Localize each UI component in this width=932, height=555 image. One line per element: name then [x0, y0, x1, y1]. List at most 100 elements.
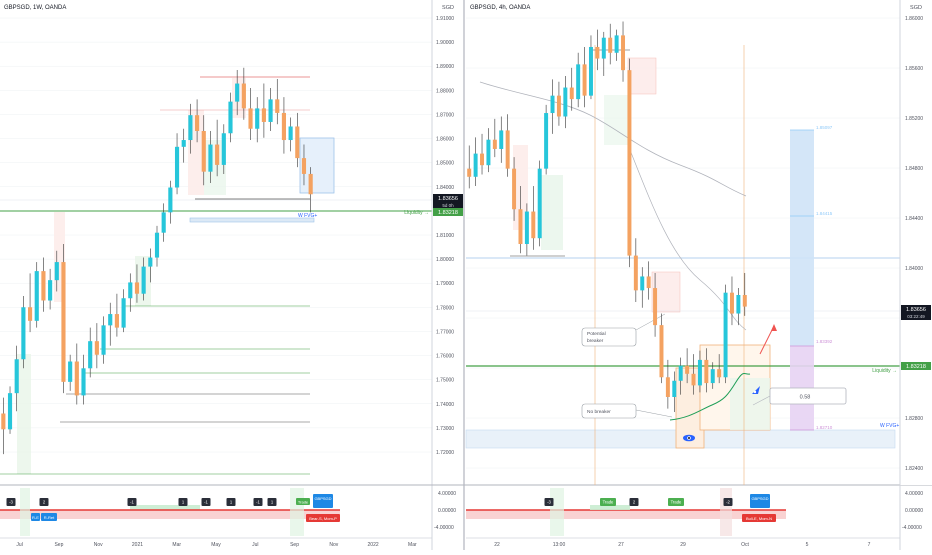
right-current-price-badge — [901, 305, 931, 320]
left-candle — [241, 83, 246, 109]
left-candle — [208, 144, 213, 172]
left-price-tick: 1.75000 — [436, 378, 454, 384]
left-time-tick: 2021 — [132, 542, 143, 548]
right-time-tick: 5 — [806, 542, 809, 548]
callout-no-breaker-text: No breaker — [587, 409, 611, 415]
left-price-tick: 1.81000 — [436, 233, 454, 239]
left-price-tick: 1.76000 — [436, 354, 454, 360]
left-osc-re-text: R-E — [32, 515, 39, 520]
left-candle — [54, 262, 59, 281]
right-candle — [486, 139, 491, 166]
left-osc-tag-text: 1 — [230, 500, 233, 505]
left-osc-tag — [226, 498, 236, 506]
right-oscillator-pane[interactable]: -3 Trade 2 Trade -2 GBPSGD Bull-E, Mom-N 4.0… — [466, 488, 923, 536]
left-osc-highlight-2 — [290, 488, 304, 536]
right-osc-scale-bottom: -4.00000 — [902, 525, 922, 531]
callout-potential-line-1: Potential — [587, 331, 606, 337]
left-price-tick: 1.90000 — [436, 40, 454, 46]
left-candle — [108, 314, 113, 326]
left-osc-tag-text: 2 — [43, 500, 46, 505]
right-candle — [499, 130, 504, 149]
left-osc-rret-text: R-Ret — [44, 515, 55, 520]
right-candle — [678, 365, 683, 381]
left-candle — [261, 108, 266, 122]
right-price-tick: 1.84800 — [905, 166, 923, 172]
left-candle — [188, 115, 193, 141]
left-osc-highlight-1 — [20, 488, 30, 536]
left-chart-title: GBPSGD, 1W, OANDA — [4, 5, 66, 11]
left-candle — [181, 140, 186, 147]
left-candle — [21, 307, 26, 360]
left-price-tick: 1.89000 — [436, 64, 454, 70]
left-price-tick: 1.86000 — [436, 137, 454, 143]
left-candle — [48, 280, 53, 301]
left-time-tick: Sep — [54, 542, 63, 548]
left-osc-gbpsgd-text: GBPSGD — [314, 496, 331, 501]
left-price-tick: 1.72000 — [436, 450, 454, 456]
left-osc-tag-text: -3 — [9, 500, 13, 505]
right-candle — [691, 373, 696, 386]
callout-potential-line-2: breaker — [587, 338, 604, 344]
target-level-3: 1.83392 — [816, 339, 833, 344]
right-time-labels: 22 13:00 27 29 Oct 5 7 — [494, 542, 870, 548]
right-candle — [627, 70, 632, 256]
right-time-tick: 7 — [868, 542, 871, 548]
left-time-tick: 2022 — [368, 542, 379, 548]
right-osc-tag-text: Trade — [603, 500, 614, 505]
right-osc-gbpsgd-tag — [750, 494, 770, 508]
right-price-tick: 1.85600 — [905, 66, 923, 72]
target-level-1: 1.85097 — [816, 125, 833, 130]
left-time-tick: Sep — [290, 542, 299, 548]
right-candle — [653, 288, 658, 326]
left-time-tick: Mar — [408, 542, 417, 548]
left-candle — [34, 271, 39, 321]
left-osc-green-band — [130, 505, 200, 510]
left-osc-gbpsgd-tag — [313, 494, 333, 508]
right-candle — [512, 168, 517, 210]
right-demand-zone-1 — [541, 175, 563, 250]
right-currency-label: SGD — [910, 5, 922, 11]
right-candle — [601, 37, 606, 59]
right-candle — [729, 292, 734, 314]
left-currency-label: SGD — [442, 5, 454, 11]
right-chart-pane[interactable]: W FVG+ 1.85097 1.84415 1.83 — [465, 17, 900, 485]
left-time-labels: Jul Sep Nov 2021 Mar May Jul Sep Nov 2022 Mar — [16, 542, 417, 548]
left-price-tick: 1.91000 — [436, 16, 454, 22]
left-candle — [121, 298, 126, 328]
left-candle — [255, 108, 260, 129]
left-time-tick: May — [211, 542, 221, 548]
right-candle — [704, 359, 709, 384]
right-candle — [710, 369, 715, 384]
left-price-tick: 1.85000 — [436, 161, 454, 167]
rocket-icon — [752, 386, 760, 394]
left-candle — [195, 115, 200, 131]
right-price-tick: 1.84400 — [905, 216, 923, 222]
left-demand-zone — [17, 354, 31, 474]
left-candle — [128, 282, 133, 299]
left-oscillator-pane[interactable]: -3 2 -1 1 -1 1 -1 1 R-E R-Ret Trade GBPSGD Bear… — [0, 484, 932, 536]
right-candle — [563, 87, 568, 117]
left-axis-labels: 1.91000 1.90000 1.89000 1.88000 1.87000 1.860… — [436, 16, 454, 456]
right-time-tick: 29 — [680, 542, 686, 548]
right-candle — [569, 87, 574, 100]
left-candle — [154, 232, 160, 258]
left-candle — [14, 359, 19, 394]
right-candle — [544, 113, 549, 169]
right-target-zone — [790, 130, 814, 346]
left-osc-trade-tag — [296, 498, 310, 505]
right-candle — [646, 276, 651, 289]
right-candle — [473, 153, 478, 177]
left-candle — [94, 341, 99, 355]
left-current-price-badge — [433, 194, 463, 209]
right-candle — [537, 168, 542, 239]
right-demand-zone-2 — [604, 95, 630, 145]
right-candle — [659, 325, 664, 378]
left-osc-bear-tag — [306, 514, 340, 522]
right-candle — [556, 95, 561, 117]
right-osc-tags: -3 Trade 2 Trade -2 — [544, 498, 733, 506]
right-current-price: 1.83656 — [906, 307, 926, 313]
left-osc-scale-mid: 0.00000 — [438, 508, 456, 514]
right-osc-gbpsgd-text: GBPSGD — [751, 496, 768, 501]
left-candle — [248, 108, 253, 129]
